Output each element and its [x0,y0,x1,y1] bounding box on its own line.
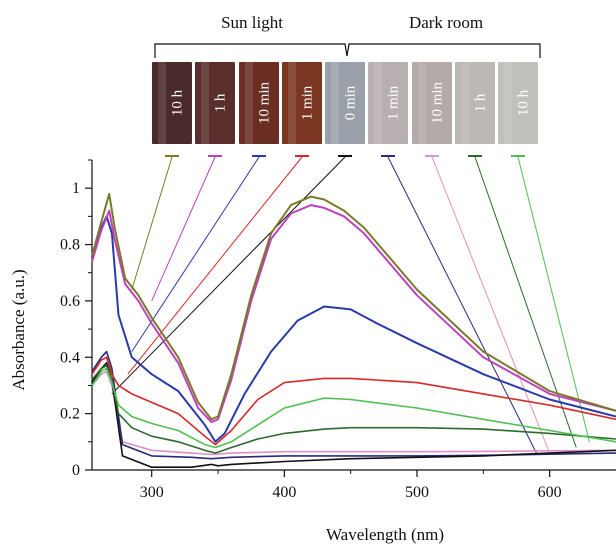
series-line [91,370,616,456]
leader-line [387,156,537,454]
vial-photo [368,62,408,144]
series-line [91,204,616,424]
vial-glare [288,62,296,144]
series-line [91,350,616,460]
x-tick-label: 400 [272,484,296,501]
vial-photo [195,62,235,144]
x-tick-label: 600 [538,484,562,501]
y-tick-label: 0.6 [60,293,80,310]
leader-line [474,156,577,448]
y-tick-label: 0.2 [60,406,80,423]
series-line [91,364,616,454]
x-tick-label: 500 [405,484,429,501]
vial-photo [325,62,365,144]
series-line [91,356,616,446]
y-axis-label: Absorbance (a.u.) [9,269,28,390]
leader-line [517,156,590,442]
sun-light-label: Sun light [221,13,283,32]
leader-line [127,156,303,375]
tick-marks: 300 400 500 600 0 0.2 0.4 0.6 0.8 1 [60,159,562,501]
vial-label: 10 h [169,89,185,116]
vial-label: 1 min [299,85,315,120]
vial-glare [418,62,426,144]
vial-glare [331,62,339,144]
vial-label: 1 h [472,93,488,112]
y-tick-label: 1 [72,180,80,197]
vial-glare [158,62,166,144]
chart-axes: Absorbance (a.u.) Wavelength (nm) [9,160,616,544]
vial-photo [282,62,322,144]
series-line [91,192,616,421]
leader-line [131,156,173,290]
photo-header: Sun light Dark room [154,13,541,58]
series-line [91,215,616,443]
leader-line [111,156,346,395]
leader-line [431,156,551,454]
vial-label: 0 min [342,85,358,120]
dark-room-label: Dark room [409,13,483,32]
x-tick-label: 300 [140,484,164,501]
vial-glare [374,62,382,144]
vial-label: 1 min [385,85,401,120]
vial-photo [152,62,192,144]
y-tick-label: 0.8 [60,237,80,254]
vial-photo [498,62,538,144]
sun-light-bracket [154,43,541,58]
series-line [91,367,616,449]
vial-photo [412,62,452,144]
vial-glare [461,62,469,144]
y-tick-label: 0 [72,462,80,479]
vial-label: 10 min [256,81,272,124]
spectra-lines [91,192,616,468]
vial-glare [201,62,209,144]
vial-glare [245,62,253,144]
vial-photo [455,62,495,144]
vial-photo [239,62,279,144]
vial-label: 1 h [212,93,228,112]
vial-label: 10 min [429,81,445,124]
y-tick-label: 0.4 [60,349,80,366]
x-axis-label: Wavelength (nm) [326,525,444,544]
vial-glare [504,62,512,144]
leader-lines [111,155,590,454]
leader-line [151,156,216,302]
vial-label: 10 h [515,89,531,116]
vial-photos: 10 h 1 h 10 min 1 min 0 min 1 min 10 min 1 h 10 … [152,62,538,144]
